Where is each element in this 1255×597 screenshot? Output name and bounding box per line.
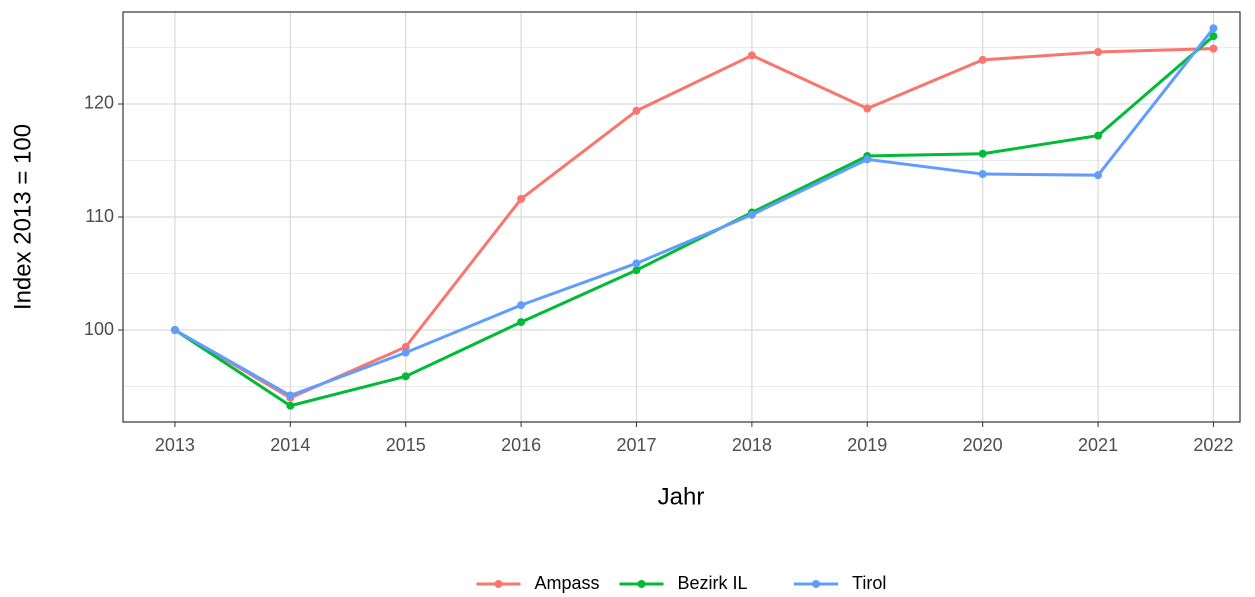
point [517,318,526,327]
point [1209,44,1218,53]
series-line [174,47,1214,400]
point [632,266,641,275]
legend-label: Tirol [852,573,886,593]
legend-label: Bezirk IL [678,573,748,593]
legend-point [812,580,820,588]
point [286,391,295,400]
point [863,155,872,164]
point [632,106,641,115]
y-tick-label: 110 [85,206,114,226]
x-tick-label: 2017 [616,435,656,455]
point [978,55,987,64]
point [1209,32,1218,41]
point [401,372,410,381]
point [401,342,410,351]
point [1094,131,1103,140]
x-tick-label: 2019 [847,435,887,455]
point [517,194,526,203]
legend-label: Ampass [535,573,600,593]
x-tick-label: 2021 [1078,435,1118,455]
point [978,170,987,179]
x-tick-label: 2014 [270,435,310,455]
x-tick-label: 2013 [155,435,195,455]
point [1094,48,1103,57]
point [863,104,872,113]
series-line [174,35,1215,408]
x-tick-label: 2016 [501,435,541,455]
point [1209,24,1218,33]
x-tick-label: 2015 [386,435,426,455]
point [170,326,179,335]
point [978,149,987,158]
point [401,348,410,357]
y-axis-label: Index 2013 = 100 [9,124,36,310]
x-tick-label: 2022 [1193,435,1233,455]
y-tick-label: 120 [84,93,114,113]
point [1094,171,1103,180]
x-tick-label: 2020 [963,435,1003,455]
point [517,301,526,310]
x-tick-label: 2018 [732,435,772,455]
point [632,259,641,268]
series-line [174,27,1215,398]
legend-point [637,580,646,588]
point [747,210,756,219]
point [286,401,295,410]
point [747,51,756,60]
plot-border [122,11,1241,423]
legend-point [494,580,503,588]
y-tick-label: 100 [84,319,114,339]
x-axis-label: Jahr [658,483,705,510]
